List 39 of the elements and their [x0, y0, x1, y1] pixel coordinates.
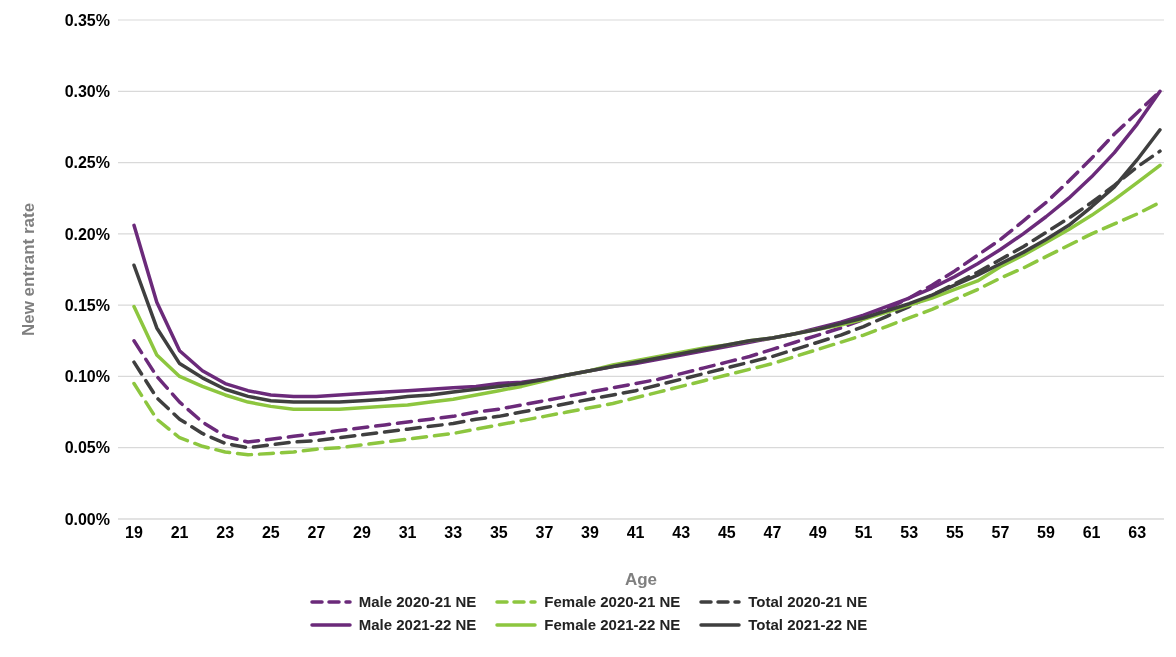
x-tick-label: 33	[444, 524, 463, 542]
x-tick-label: 29	[353, 524, 371, 542]
x-tick-label: 57	[991, 524, 1010, 542]
x-tick-label: 49	[809, 524, 827, 542]
y-tick-label: 0.15%	[64, 296, 110, 314]
x-tick-label: 39	[581, 524, 599, 542]
y-axis-title: New entrant rate	[19, 202, 39, 337]
x-tick-label: 45	[717, 524, 736, 542]
legend-label: Total 2021-22 NE	[748, 616, 868, 633]
y-tick-label: 0.10%	[64, 368, 110, 386]
x-tick-label: 43	[672, 524, 691, 542]
x-tick-label: 53	[900, 524, 919, 542]
legend-label: Female 2020-21 NE	[544, 593, 681, 610]
x-tick-label: 31	[398, 524, 417, 542]
legend-label: Male 2021-22 NE	[358, 616, 477, 633]
x-tick-label: 51	[854, 524, 873, 542]
x-axis-title: Age	[624, 570, 658, 589]
y-tick-label: 0.35%	[64, 11, 110, 29]
x-tick-label: 37	[535, 524, 554, 542]
x-tick-label: 35	[489, 524, 508, 542]
legend-label: Total 2020-21 NE	[748, 593, 868, 610]
y-tick-label: 0.00%	[64, 510, 110, 528]
x-tick-label: 59	[1037, 524, 1055, 542]
legend-label: Female 2021-22 NE	[544, 616, 681, 633]
y-tick-label: 0.30%	[64, 82, 110, 100]
y-tick-label: 0.05%	[64, 439, 110, 457]
x-tick-label: 21	[170, 524, 189, 542]
y-tick-label: 0.20%	[64, 225, 110, 243]
x-tick-label: 23	[216, 524, 235, 542]
legend-label: Male 2020-21 NE	[358, 593, 477, 610]
x-tick-label: 27	[307, 524, 326, 542]
x-tick-label: 19	[125, 524, 143, 542]
x-tick-label: 55	[945, 524, 964, 542]
y-tick-label: 0.25%	[64, 154, 110, 172]
x-tick-label: 61	[1082, 524, 1101, 542]
x-tick-label: 41	[626, 524, 645, 542]
x-tick-label: 47	[763, 524, 782, 542]
x-tick-label: 25	[261, 524, 280, 542]
x-tick-label: 63	[1128, 524, 1147, 542]
